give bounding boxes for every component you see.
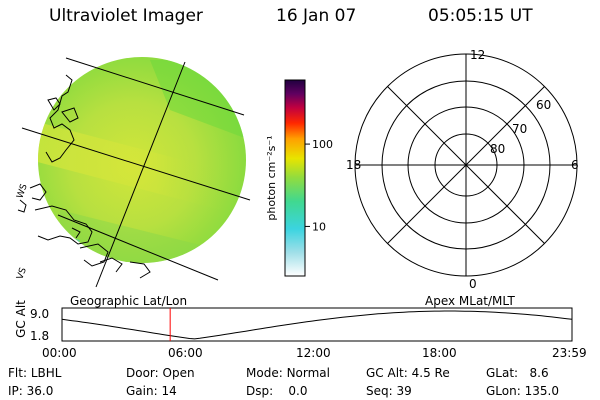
colorbar: 100 10 photon cm⁻²s⁻¹ — [265, 79, 333, 277]
glat-status: GLat: 8.6 — [486, 366, 549, 380]
mlt-label-12: 12 — [470, 48, 485, 62]
mlat-label-70: 70 — [512, 122, 527, 136]
filter-status: Flt: LBHL — [8, 366, 62, 380]
timeline-axis-label: GC Alt — [14, 300, 28, 338]
timeline-x-tick: 12:00 — [296, 346, 331, 360]
mlat-label-80: 80 — [490, 142, 505, 156]
date-label: 16 Jan 07 — [276, 6, 357, 26]
colorbar-tick-label: 10 — [312, 220, 326, 233]
mlt-label-6: 6 — [571, 158, 579, 172]
corner-label: VS — [15, 266, 29, 281]
ip-status: IP: 36.0 — [8, 384, 54, 398]
time-label: 05:05:15 UT — [428, 6, 533, 26]
coastline-outlines — [17, 74, 151, 279]
polar-diagonal — [387, 86, 545, 244]
mlat-label-60: 60 — [536, 98, 551, 112]
corner-labels: WS VS — [15, 183, 29, 281]
colorbar-scale — [284, 79, 306, 277]
timeline-x-tick: 23:59 — [552, 346, 587, 360]
dsp-status: Dsp: 0.0 — [246, 384, 308, 398]
right-panel-caption: Apex MLat/MLT — [425, 294, 515, 308]
door-status: Door: Open — [126, 366, 195, 380]
glon-status: GLon: 135.0 — [486, 384, 559, 398]
gain-status: Gain: 14 — [126, 384, 177, 398]
colorbar-unit-label: photon cm⁻²s⁻¹ — [265, 135, 278, 220]
timeline-y-tick-bottom: 1.8 — [30, 329, 50, 343]
timeline-x-tick: 18:00 — [422, 346, 457, 360]
seq-status: Seq: 39 — [366, 384, 412, 398]
orbit-timeline — [61, 307, 573, 342]
corner-label: WS — [15, 183, 29, 200]
left-panel-caption: Geographic Lat/Lon — [70, 294, 188, 308]
geographic-image: WS VS — [15, 57, 251, 288]
colorbar-tick-label: 100 — [312, 138, 333, 151]
mode-status: Mode: Normal — [246, 366, 330, 380]
lat-lon-grid — [21, 57, 251, 288]
mlt-label-0: 0 — [469, 277, 477, 291]
mlt-label-18: 18 — [346, 158, 361, 172]
instrument-title: Ultraviolet Imager — [49, 6, 203, 26]
timeline-x-tick: 00:00 — [42, 346, 77, 360]
gc-alt-status: GC Alt: 4.5 Re — [366, 366, 450, 380]
timeline-y-tick-top: 9.0 — [30, 307, 50, 321]
timeline-x-tick: 06:00 — [168, 346, 203, 360]
polar-plot: 12 6 0 18 60 70 80 — [346, 48, 579, 291]
earth-disk — [38, 57, 246, 263]
